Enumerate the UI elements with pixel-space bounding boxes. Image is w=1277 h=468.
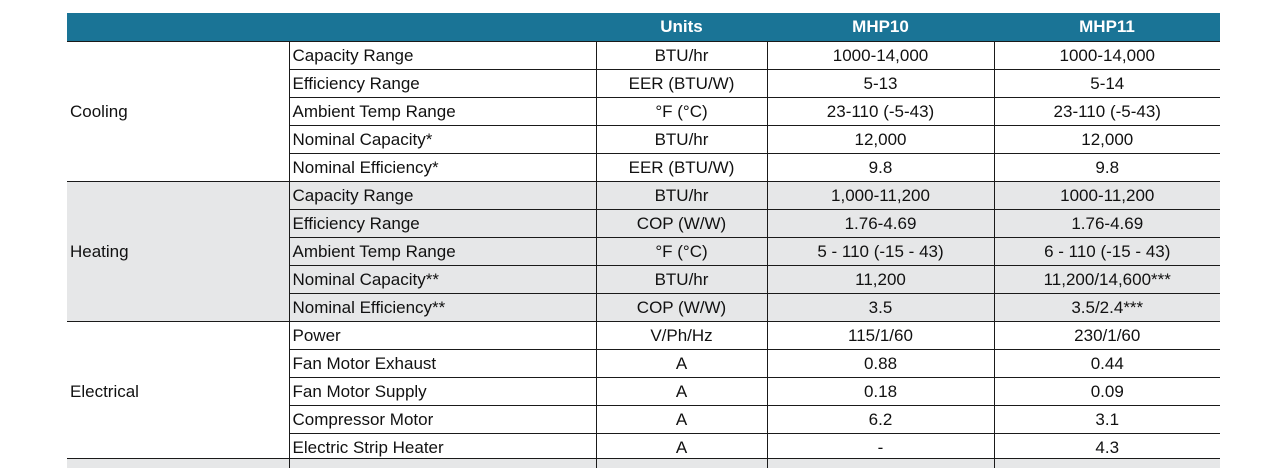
spec-table: Units MHP10 MHP11 Cooling Capacity Range B… xyxy=(67,13,1220,462)
mhp11-value-cell: 5-14 xyxy=(993,69,1220,98)
units-cell: A xyxy=(595,377,768,406)
mhp10-value-cell: 1000-14,000 xyxy=(766,41,995,70)
units-cell: EER (BTU/W) xyxy=(595,69,768,98)
param-cell: Efficiency Range xyxy=(288,209,597,238)
mhp11-value-cell: 3.1 xyxy=(993,405,1220,434)
param-cell: Nominal Efficiency** xyxy=(288,293,597,322)
table-row: Nominal Efficiency** COP (W/W) 3.5 3.5/2.4*… xyxy=(67,293,1220,322)
group-label-cooling: Cooling xyxy=(67,41,290,182)
mhp11-value-cell: 0.44 xyxy=(993,349,1220,378)
mhp10-value-cell: 5-13 xyxy=(766,69,995,98)
param-cell: Nominal Capacity** xyxy=(288,265,597,294)
mhp10-value-cell: 6.2 xyxy=(766,405,995,434)
units-cell: V/Ph/Hz xyxy=(595,321,768,350)
mhp10-value-cell: 1,000-11,200 xyxy=(766,181,995,210)
param-cell: Fan Motor Exhaust xyxy=(288,349,597,378)
param-cell: Nominal Capacity* xyxy=(288,125,597,154)
param-cell: Ambient Temp Range xyxy=(288,237,597,266)
mhp11-value-cell: 11,200/14,600*** xyxy=(993,265,1220,294)
units-cell: COP (W/W) xyxy=(595,209,768,238)
param-cell: Capacity Range xyxy=(288,41,597,70)
units-cell: COP (W/W) xyxy=(595,293,768,322)
group-label-heating: Heating xyxy=(67,181,290,322)
param-cell: Fan Motor Supply xyxy=(288,377,597,406)
units-cell: °F (°C) xyxy=(595,97,768,126)
mhp10-value-cell: 5 - 110 (-15 - 43) xyxy=(766,237,995,266)
table-row: Nominal Capacity** BTU/hr 11,200 11,200/14,… xyxy=(67,265,1220,294)
mhp11-value-cell: 0.09 xyxy=(993,377,1220,406)
units-cell: A xyxy=(595,433,768,462)
header-blank-cell xyxy=(67,13,596,42)
units-cell: A xyxy=(595,405,768,434)
param-cell: Ambient Temp Range xyxy=(288,97,597,126)
mhp10-value-cell: 0.88 xyxy=(766,349,995,378)
header-row: Units MHP10 MHP11 xyxy=(67,13,1220,42)
next-section-edge xyxy=(67,458,1220,468)
table-row: Heating Capacity Range BTU/hr 1,000-11,200 1… xyxy=(67,181,1220,322)
mhp11-value-cell: 230/1/60 xyxy=(993,321,1220,350)
param-cell: Nominal Efficiency* xyxy=(288,153,597,182)
mhp11-value-cell: 12,000 xyxy=(993,125,1220,154)
param-cell: Power xyxy=(288,321,597,350)
table-row: Nominal Efficiency* EER (BTU/W) 9.8 9.8 xyxy=(67,153,1220,182)
table-row: Ambient Temp Range °F (°C) 5 - 110 (-15 - … xyxy=(67,237,1220,266)
mhp11-value-cell: 9.8 xyxy=(993,153,1220,182)
param-cell: Compressor Motor xyxy=(288,405,597,434)
units-cell: EER (BTU/W) xyxy=(595,153,768,182)
table-row: Fan Motor Supply A 0.18 0.09 xyxy=(67,377,1220,406)
mhp10-value-cell: 3.5 xyxy=(766,293,995,322)
units-cell: BTU/hr xyxy=(595,265,768,294)
table-header: Units MHP10 MHP11 xyxy=(67,13,1220,42)
mhp11-value-cell: 3.5/2.4*** xyxy=(993,293,1220,322)
mhp10-value-cell: 1.76-4.69 xyxy=(766,209,995,238)
param-cell: Electric Strip Heater xyxy=(288,433,597,462)
mhp11-value-cell: 4.3 xyxy=(993,433,1220,462)
mhp11-value-cell: 1000-11,200 xyxy=(993,181,1220,210)
mhp11-value-cell: 6 - 110 (-15 - 43) xyxy=(993,237,1220,266)
table-row: Cooling Capacity Range BTU/hr 1000-14,000 10… xyxy=(67,41,1220,182)
units-cell: BTU/hr xyxy=(595,181,768,210)
mhp11-value-cell: 1.76-4.69 xyxy=(993,209,1220,238)
mhp10-value-cell: 12,000 xyxy=(766,125,995,154)
mhp11-value-cell: 23-110 (-5-43) xyxy=(993,97,1220,126)
mhp10-value-cell: 115/1/60 xyxy=(766,321,995,350)
mhp10-value-cell: 0.18 xyxy=(766,377,995,406)
table-row: Electric Strip Heater A -4.3 xyxy=(67,433,1220,462)
units-cell: BTU/hr xyxy=(595,41,768,70)
param-cell: Efficiency Range xyxy=(288,69,597,98)
mhp10-value-cell: 11,200 xyxy=(766,265,995,294)
mhp10-value-cell: 9.8 xyxy=(766,153,995,182)
table-row: Efficiency Range COP (W/W) 1.76-4.69 1.76-4… xyxy=(67,209,1220,238)
mhp11-value-cell: 1000-14,000 xyxy=(993,41,1220,70)
mhp10-value-cell: 23-110 (-5-43) xyxy=(766,97,995,126)
header-model-mhp10: MHP10 xyxy=(767,13,994,42)
table-body: Cooling Capacity Range BTU/hr 1000-14,000 10… xyxy=(67,41,1220,462)
table-row: Efficiency Range EER (BTU/W) 5-13 5-14 xyxy=(67,69,1220,98)
header-units: Units xyxy=(596,13,767,42)
table-row: Fan Motor Exhaust A 0.88 0.44 xyxy=(67,349,1220,378)
units-cell: BTU/hr xyxy=(595,125,768,154)
units-cell: A xyxy=(595,349,768,378)
param-cell: Capacity Range xyxy=(288,181,597,210)
units-cell: °F (°C) xyxy=(595,237,768,266)
group-label-electrical: Electrical xyxy=(67,321,290,462)
header-model-mhp11: MHP11 xyxy=(994,13,1220,42)
table-row: Electrical Power V/Ph/Hz 115/1/60 230/1/60 xyxy=(67,321,1220,462)
